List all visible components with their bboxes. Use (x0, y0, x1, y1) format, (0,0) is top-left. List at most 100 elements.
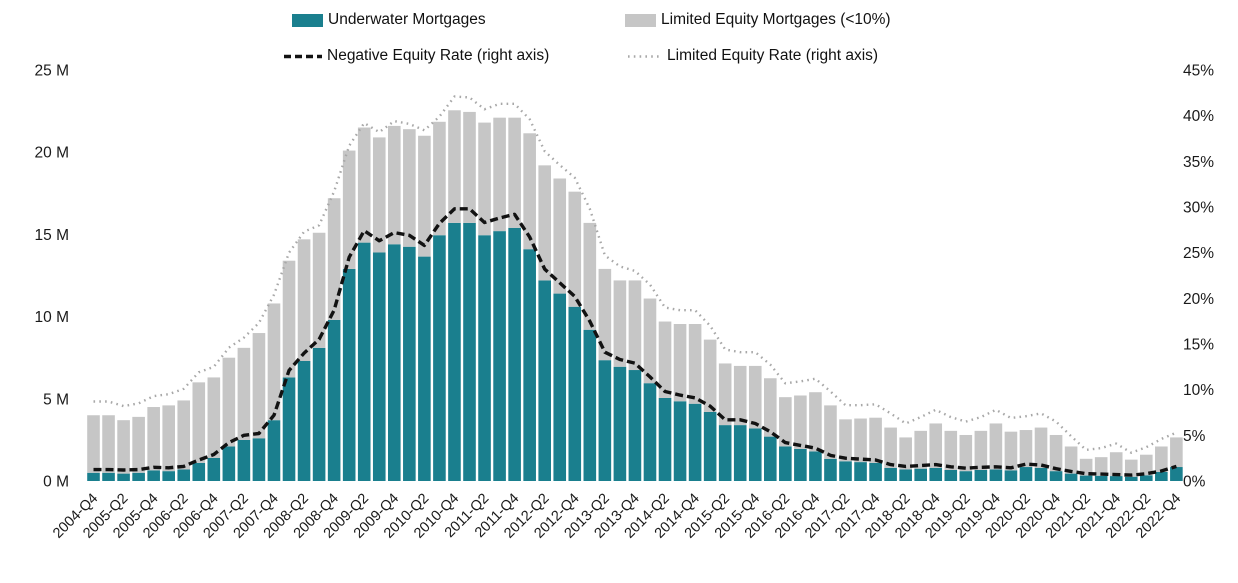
right-axis-tick-label: 35% (1183, 154, 1214, 171)
bar-underwater (658, 397, 672, 481)
dashed-rate-line (93, 207, 1177, 477)
bar-underwater (989, 469, 1003, 481)
bar-limited-equity (613, 280, 627, 367)
bar-limited-equity (718, 363, 732, 426)
bar-underwater (673, 401, 687, 481)
bar-underwater (929, 467, 943, 481)
bar-underwater (1049, 471, 1063, 481)
bar-limited-equity (703, 339, 717, 412)
bar-limited-equity (342, 150, 356, 269)
bar-underwater (297, 360, 311, 481)
bar-limited-equity (1170, 437, 1183, 468)
bar-underwater (613, 366, 627, 481)
bar-underwater (1109, 476, 1123, 481)
bar-underwater (568, 306, 582, 481)
bar-limited-equity (1064, 446, 1078, 474)
bar-limited-equity (372, 137, 386, 253)
bar-underwater (448, 222, 461, 481)
bar-underwater (944, 469, 958, 481)
bar-underwater (403, 246, 416, 481)
bar-underwater (688, 403, 702, 481)
right-axis-tick-label: 25% (1183, 245, 1214, 262)
bar-underwater (327, 319, 341, 481)
bar-limited-equity (237, 347, 251, 440)
right-axis-tick-label: 45% (1183, 63, 1214, 80)
legend-label-limited-equity-rate: Limited Equity Rate (right axis) (667, 47, 879, 64)
left-axis-tick-label: 15 M (35, 227, 69, 244)
bar-limited-equity (388, 125, 401, 245)
bar-limited-equity (914, 430, 927, 469)
bar-limited-equity (1124, 459, 1138, 477)
bar-limited-equity (1004, 431, 1018, 471)
right-axis-tick-label: 40% (1183, 108, 1214, 125)
right-axis-tick-label: 15% (1183, 337, 1214, 354)
bar-underwater (312, 347, 326, 481)
bar-limited-equity (478, 122, 491, 236)
bar-limited-equity (553, 178, 567, 294)
bar-underwater (87, 472, 100, 481)
bar-limited-equity (809, 392, 822, 452)
bar-underwater (192, 462, 206, 481)
bar-limited-equity (673, 324, 687, 402)
bar-underwater (282, 377, 296, 481)
legend-label-underwater-mortgages: Underwater Mortgages (328, 11, 486, 28)
bar-underwater (628, 370, 642, 481)
bar-limited-equity (568, 191, 582, 307)
right-axis-tick-label: 20% (1183, 291, 1214, 308)
bar-limited-equity (207, 377, 221, 458)
bar-limited-equity (508, 117, 521, 228)
bar-underwater (222, 446, 236, 481)
bar-underwater (748, 428, 762, 481)
bar-underwater (388, 244, 401, 481)
bar-limited-equity (267, 303, 281, 421)
bar-limited-equity (1094, 457, 1108, 476)
right-axis-tick-label: 0% (1183, 474, 1206, 491)
bar-underwater (1019, 467, 1033, 481)
bar-underwater (824, 458, 837, 481)
bar-underwater (102, 472, 115, 481)
chart-legend: Underwater Mortgages Limited Equity Mort… (0, 0, 1238, 70)
bar-limited-equity (944, 430, 958, 470)
bar-limited-equity (87, 415, 100, 473)
bar-underwater (643, 383, 657, 481)
bar-underwater (523, 249, 536, 481)
left-axis-tick-label: 25 M (35, 63, 69, 80)
left-axis-tick-label: 10 M (35, 309, 69, 326)
bar-limited-equity (1019, 430, 1033, 468)
right-axis-tick-label: 30% (1183, 200, 1214, 217)
bar-limited-equity (538, 165, 551, 281)
bar-underwater (839, 461, 852, 481)
bar-underwater (463, 222, 476, 481)
bar-limited-equity (297, 239, 311, 361)
left-axis-tick-label: 20 M (35, 145, 69, 162)
bar-underwater (252, 438, 266, 481)
bar-underwater (267, 420, 281, 481)
bar-limited-equity (312, 232, 326, 348)
bar-limited-equity (523, 133, 536, 250)
bar-underwater (1155, 471, 1168, 481)
bar-underwater (1079, 475, 1093, 481)
bar-underwater (1034, 467, 1048, 481)
bar-underwater (703, 411, 717, 481)
bar-underwater (493, 231, 506, 481)
bar-underwater (583, 329, 597, 481)
bar-underwater (718, 425, 732, 481)
bar-underwater (1124, 476, 1138, 481)
bar-underwater (538, 280, 551, 481)
bar-limited-equity (357, 127, 371, 243)
bar-underwater (884, 467, 897, 481)
legend-item-negative-equity-rate: Negative Equity Rate (right axis) (283, 47, 549, 65)
bar-underwater (854, 462, 867, 481)
bar-underwater (1140, 475, 1153, 481)
bar-underwater (598, 360, 612, 481)
bar-underwater (1064, 473, 1078, 481)
bar-limited-equity (282, 260, 296, 378)
bar-limited-equity (779, 397, 792, 447)
bar-limited-equity (1140, 454, 1153, 476)
bar-underwater (764, 436, 777, 481)
bar-limited-equity (1049, 434, 1063, 472)
bar-limited-equity (327, 198, 341, 320)
bar-underwater (794, 448, 807, 481)
bar-limited-equity (854, 418, 867, 463)
